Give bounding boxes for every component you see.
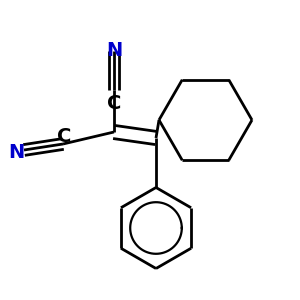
- Text: C: C: [107, 94, 121, 113]
- Text: N: N: [106, 41, 122, 61]
- Text: N: N: [8, 143, 25, 163]
- Text: C: C: [57, 127, 72, 146]
